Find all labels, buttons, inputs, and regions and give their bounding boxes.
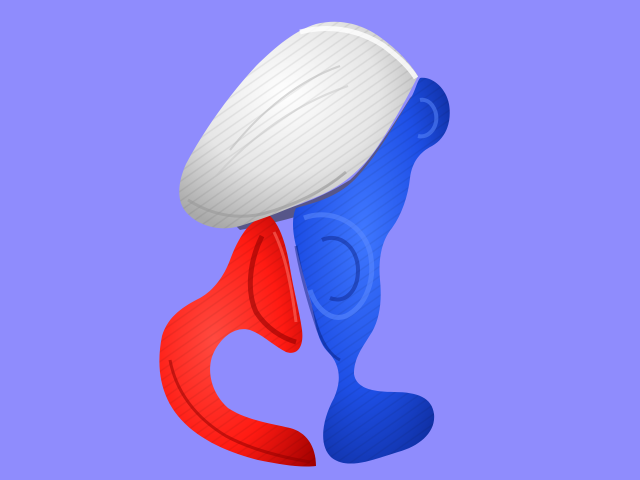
pubis-ischium-segment bbox=[293, 77, 450, 464]
ilium-segment bbox=[179, 21, 419, 229]
acetabulum-segment bbox=[159, 214, 316, 467]
